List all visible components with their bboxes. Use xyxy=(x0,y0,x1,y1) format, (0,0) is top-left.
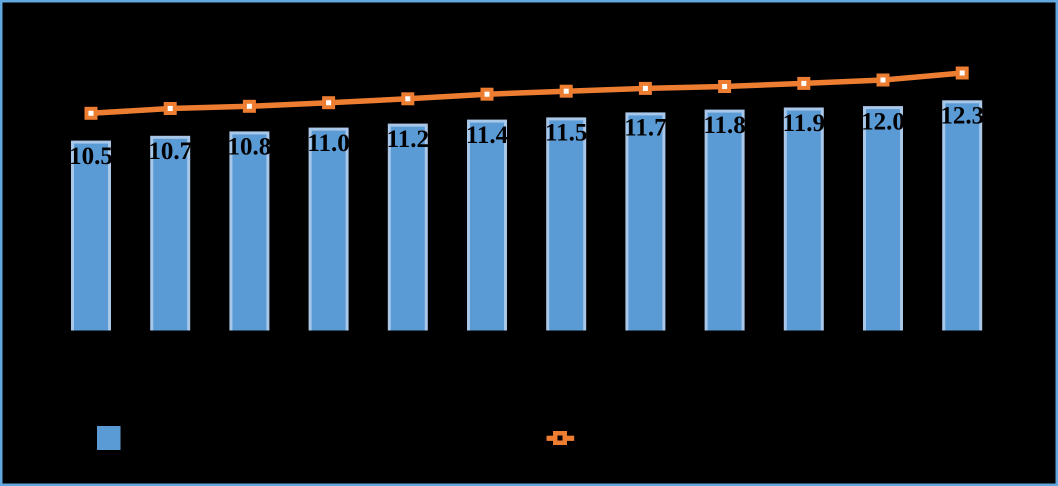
svg-text:11.4: 11.4 xyxy=(466,122,509,149)
svg-text:12.3: 12.3 xyxy=(940,103,984,130)
svg-text:10.5: 10.5 xyxy=(69,143,113,170)
svg-text:11.5: 11.5 xyxy=(545,120,587,147)
svg-text:11.9: 11.9 xyxy=(783,110,825,137)
svg-text:11.7: 11.7 xyxy=(624,115,666,142)
svg-text:10.8: 10.8 xyxy=(228,134,272,161)
svg-text:12.0: 12.0 xyxy=(861,108,905,135)
svg-text:11.2: 11.2 xyxy=(387,126,429,153)
svg-text:10.7: 10.7 xyxy=(148,138,192,165)
svg-text:11.0: 11.0 xyxy=(307,130,349,157)
svg-text:11.8: 11.8 xyxy=(703,112,745,139)
